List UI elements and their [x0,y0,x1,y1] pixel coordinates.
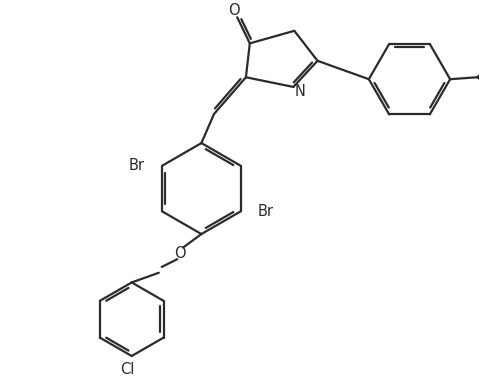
Text: Br: Br [129,158,145,173]
Text: O: O [228,3,240,18]
Text: Cl: Cl [120,362,134,377]
Text: O: O [174,246,186,261]
Text: N: N [295,84,305,99]
Text: Br: Br [258,204,274,219]
